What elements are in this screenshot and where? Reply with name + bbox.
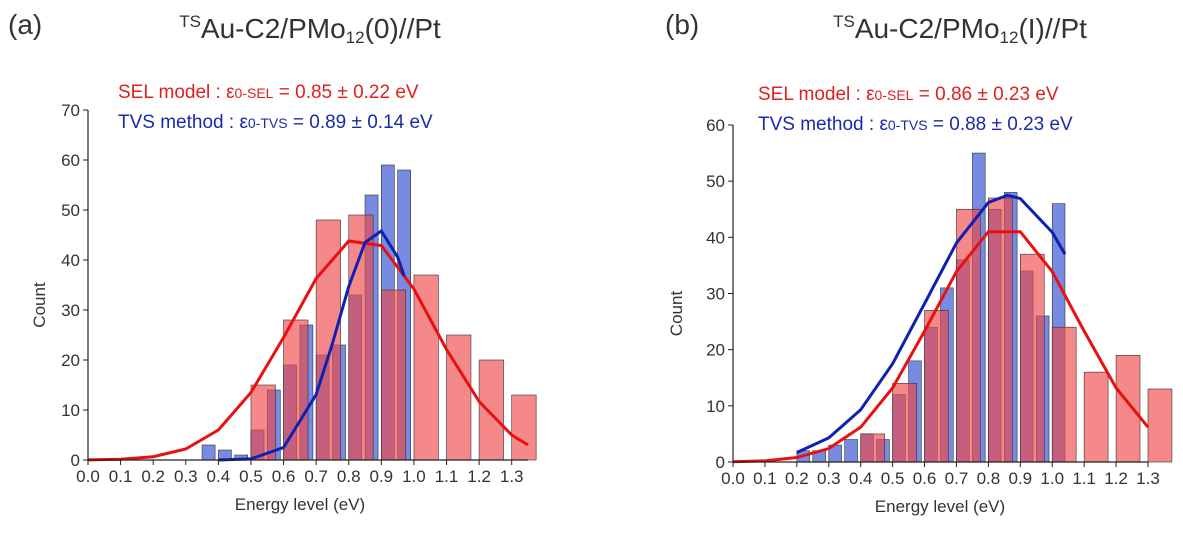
y-tick-label: 60 (61, 151, 80, 170)
annotation-sub: 0-SEL (875, 87, 914, 103)
y-tick-label: 20 (706, 341, 725, 360)
annotation-rest: = 0.86 ± 0.23 eV (913, 84, 1058, 105)
histogram-bar (250, 384, 276, 461)
annotation: SEL model : ε0-SEL = 0.86 ± 0.23 eV (758, 84, 1059, 105)
x-tick-label: 1.2 (1104, 469, 1128, 488)
histogram-bar (413, 274, 439, 461)
x-tick-label: 1.3 (1136, 469, 1160, 488)
histogram-bar (988, 197, 1013, 463)
y-tick-label: 60 (706, 116, 725, 135)
y-tick-label: 70 (61, 101, 80, 120)
fit-curve (732, 230, 1150, 464)
y-tick-label: 10 (61, 401, 80, 420)
x-tick-label: 0.0 (721, 469, 745, 488)
histogram-bar (511, 394, 537, 461)
title-sup: TS (179, 12, 201, 31)
annotation-rest: = 0.89 ± 0.14 eV (288, 112, 433, 133)
title-sup: TS (833, 12, 855, 31)
annotation-rest: = 0.85 ± 0.22 eV (273, 82, 418, 103)
fit-curve (218, 228, 406, 462)
title-suffix: (0)//Pt (365, 13, 441, 44)
y-tick-label: 40 (61, 251, 80, 270)
annotation: TVS method : ε0-TVS = 0.88 ± 0.23 eV (758, 114, 1073, 135)
histogram-bar (1083, 371, 1109, 463)
annotation-text: SEL model : ε (118, 82, 235, 103)
x-tick-label: 0.1 (753, 469, 777, 488)
histogram-bar (924, 310, 949, 463)
x-tick-label: 1.1 (1072, 469, 1096, 488)
title-main: Au-C2/PMo (201, 13, 346, 44)
annotation-sub: 0-TVS (888, 117, 928, 133)
y-tick-label: 10 (706, 397, 725, 416)
y-tick-label: 0 (716, 453, 725, 472)
x-tick-label: 0.6 (272, 467, 296, 486)
x-tick-label: 0.7 (945, 469, 969, 488)
annotation: TVS method : ε0-TVS = 0.89 ± 0.14 eV (118, 112, 433, 133)
panel-label: (b) (665, 9, 699, 40)
y-tick-label: 40 (706, 228, 725, 247)
y-axis-label: Count (30, 282, 49, 328)
chart-title: TSAu-C2/PMo12(0)//Pt (179, 12, 441, 47)
annotation-text: TVS method : ε (758, 114, 888, 135)
x-tick-label: 0.3 (174, 467, 198, 486)
x-tick-label: 0.2 (785, 469, 809, 488)
x-tick-label: 0.0 (76, 467, 100, 486)
title-sub: 12 (1000, 28, 1019, 47)
annotation-text: TVS method : ε (118, 112, 248, 133)
x-tick-label: 0.5 (239, 467, 263, 486)
x-tick-label: 0.6 (913, 469, 937, 488)
x-tick-label: 0.4 (207, 467, 231, 486)
histogram-bar (381, 289, 407, 461)
x-tick-label: 0.8 (977, 469, 1001, 488)
annotation-sub: 0-SEL (235, 85, 274, 101)
histogram-bar (315, 219, 341, 461)
y-tick-label: 50 (706, 172, 725, 191)
histogram-bar (283, 319, 309, 461)
title-sub: 12 (346, 28, 365, 47)
y-axis-label: Count (667, 291, 686, 337)
x-axis-label: Energy level (eV) (235, 495, 365, 514)
x-tick-label: 1.1 (435, 467, 459, 486)
histogram-bar (201, 444, 216, 461)
x-axis-label: Energy level (eV) (875, 497, 1005, 516)
x-tick-label: 0.8 (337, 467, 361, 486)
x-tick-label: 0.2 (141, 467, 165, 486)
annotation-text: SEL model : ε (758, 84, 875, 105)
x-tick-label: 0.3 (817, 469, 841, 488)
fit-curve (796, 193, 1067, 454)
annotation: SEL model : ε0-SEL = 0.85 ± 0.22 eV (118, 82, 419, 103)
y-tick-label: 0 (71, 451, 80, 470)
histogram-bar (892, 383, 917, 463)
y-tick-label: 20 (61, 351, 80, 370)
x-tick-label: 1.0 (402, 467, 426, 486)
title-main: Au-C2/PMo (855, 13, 1000, 44)
x-tick-label: 1.0 (1040, 469, 1064, 488)
histogram-bar (1051, 326, 1077, 463)
histogram-bar (844, 439, 858, 463)
histogram-bar (1147, 388, 1173, 463)
y-tick-label: 30 (61, 301, 80, 320)
panel-label: (a) (8, 9, 42, 40)
x-tick-label: 0.7 (304, 467, 328, 486)
histogram-bar (860, 433, 885, 463)
x-tick-label: 1.2 (467, 467, 491, 486)
x-tick-label: 1.3 (500, 467, 524, 486)
x-tick-label: 0.9 (1008, 469, 1032, 488)
chart-title: TSAu-C2/PMo12(I)//Pt (833, 12, 1087, 47)
x-tick-label: 0.9 (370, 467, 394, 486)
histogram-bar (478, 359, 504, 461)
title-suffix: (I)//Pt (1018, 13, 1087, 44)
x-tick-label: 0.1 (109, 467, 133, 486)
histogram-bar (1020, 253, 1045, 463)
x-tick-label: 0.5 (881, 469, 905, 488)
y-tick-label: 50 (61, 201, 80, 220)
x-tick-label: 0.4 (849, 469, 873, 488)
annotation-sub: 0-TVS (248, 115, 288, 131)
annotation-rest: = 0.88 ± 0.23 eV (928, 114, 1073, 135)
histogram-bar (1115, 354, 1141, 463)
y-tick-label: 30 (706, 285, 725, 304)
fit-curve (87, 239, 529, 462)
